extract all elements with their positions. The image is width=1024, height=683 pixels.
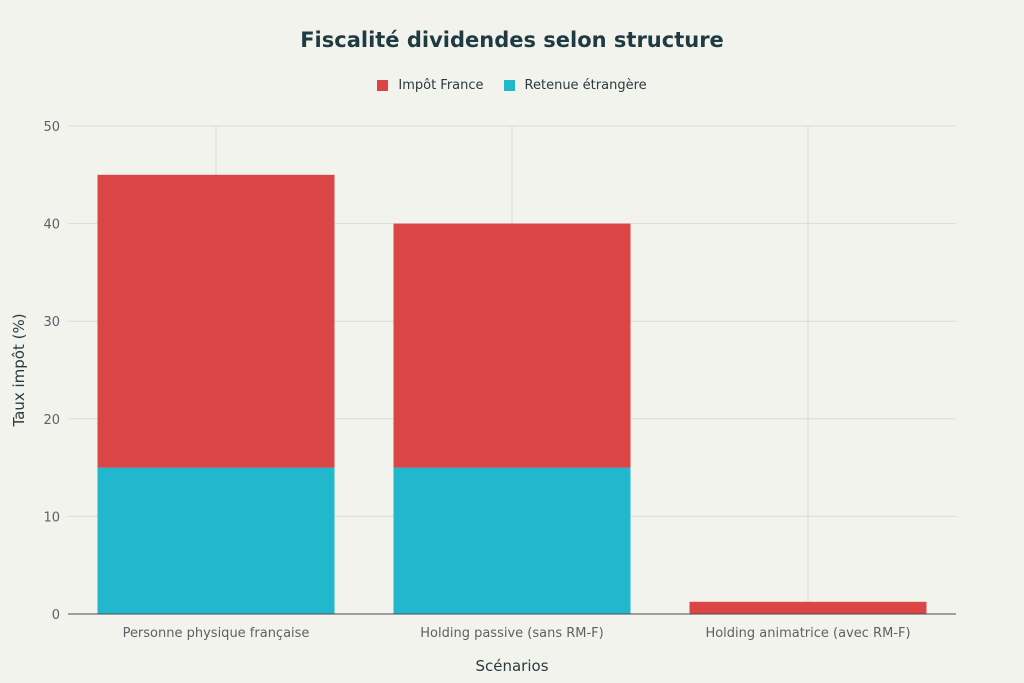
bar-imp-t-france bbox=[97, 174, 335, 468]
bar-retenue-trang-re bbox=[97, 467, 335, 614]
x-tick-label: Holding passive (sans RM-F) bbox=[420, 626, 603, 641]
x-tick-label: Holding animatrice (avec RM-F) bbox=[705, 626, 910, 641]
legend-item-impot-france[interactable]: Impôt France bbox=[377, 78, 484, 93]
y-axis-title: Taux impôt (%) bbox=[10, 313, 28, 427]
y-tick-label: 10 bbox=[43, 510, 60, 525]
y-tick-label: 40 bbox=[43, 218, 60, 233]
bar-imp-t-france bbox=[689, 601, 927, 614]
legend-swatch-retenue-etrangere bbox=[503, 80, 515, 91]
x-tick-label: Personne physique française bbox=[123, 626, 310, 641]
chart-title: Fiscalité dividendes selon structure bbox=[300, 28, 724, 52]
x-axis-title: Scénarios bbox=[475, 657, 548, 675]
legend-label-retenue-etrangere: Retenue étrangère bbox=[524, 78, 647, 93]
y-tick-label: 50 bbox=[43, 120, 60, 135]
bar-retenue-trang-re bbox=[393, 467, 631, 614]
legend: Impôt France Retenue étrangère bbox=[0, 78, 1024, 93]
legend-swatch-impot-france bbox=[377, 80, 389, 91]
y-tick-label: 0 bbox=[52, 608, 60, 623]
y-tick-label: 30 bbox=[43, 315, 60, 330]
legend-item-retenue-etrangere[interactable]: Retenue étrangère bbox=[503, 78, 647, 93]
bar-imp-t-france bbox=[393, 223, 631, 468]
legend-label-impot-france: Impôt France bbox=[398, 78, 484, 93]
y-tick-label: 20 bbox=[43, 413, 60, 428]
